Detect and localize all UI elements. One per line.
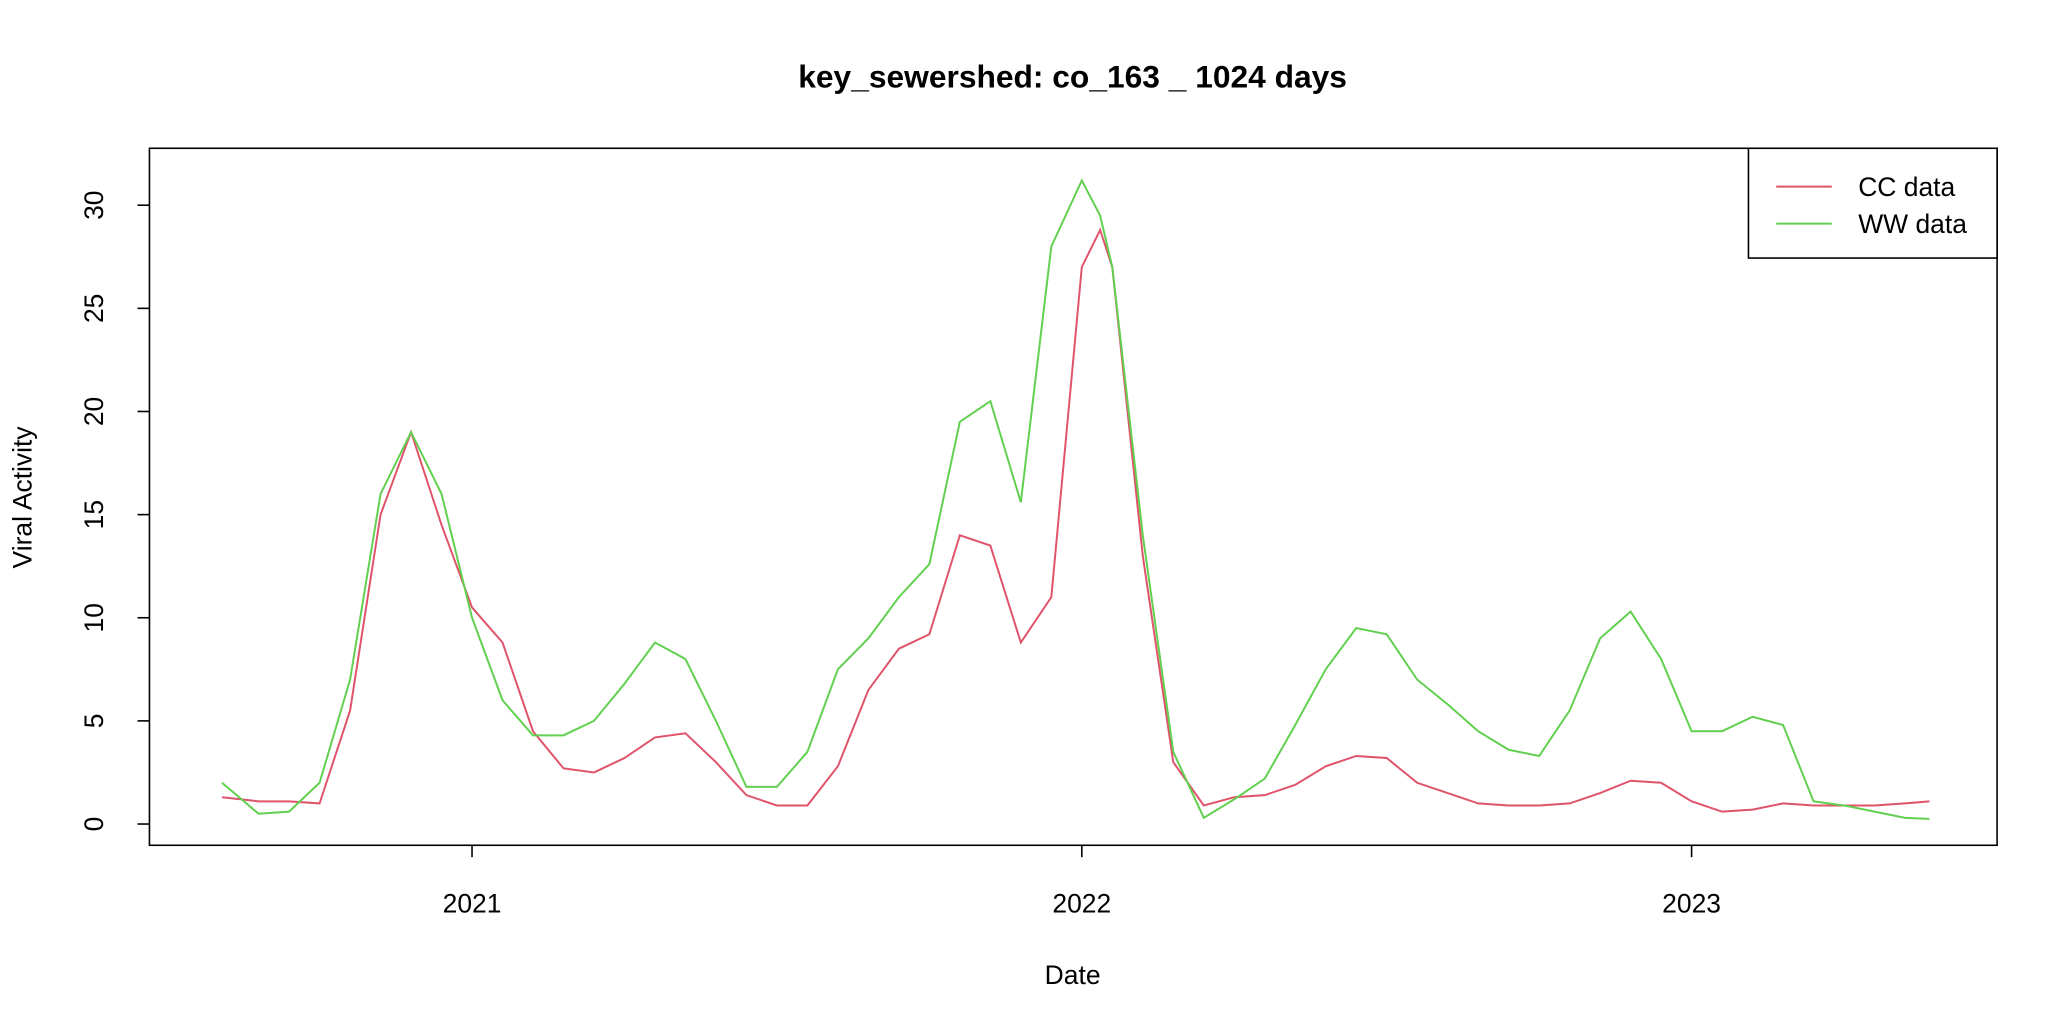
y-tick-label: 5 — [79, 714, 109, 729]
legend-box — [1747, 147, 1998, 259]
chart-title: key_sewershed: co_163 _ 1024 days — [798, 58, 1347, 94]
x-tick-label: 2023 — [1662, 889, 1721, 919]
y-tick-label: 15 — [79, 500, 109, 529]
x-axis-label: Date — [1045, 960, 1101, 990]
legend-label: WW data — [1858, 209, 1967, 239]
y-tick-label: 30 — [79, 190, 109, 219]
y-tick-label: 25 — [79, 294, 109, 323]
plot-frame — [148, 147, 1998, 847]
y-axis-label: Viral Activity — [8, 426, 38, 569]
x-tick-label: 2022 — [1052, 889, 1111, 919]
y-tick-label: 20 — [79, 397, 109, 426]
y-tick-label: 10 — [79, 603, 109, 632]
series-line — [221, 227, 1930, 813]
y-tick-label: 0 — [79, 817, 109, 832]
legend-label: CC data — [1858, 172, 1955, 202]
series-line — [221, 178, 1930, 820]
x-tick-label: 2021 — [443, 889, 502, 919]
